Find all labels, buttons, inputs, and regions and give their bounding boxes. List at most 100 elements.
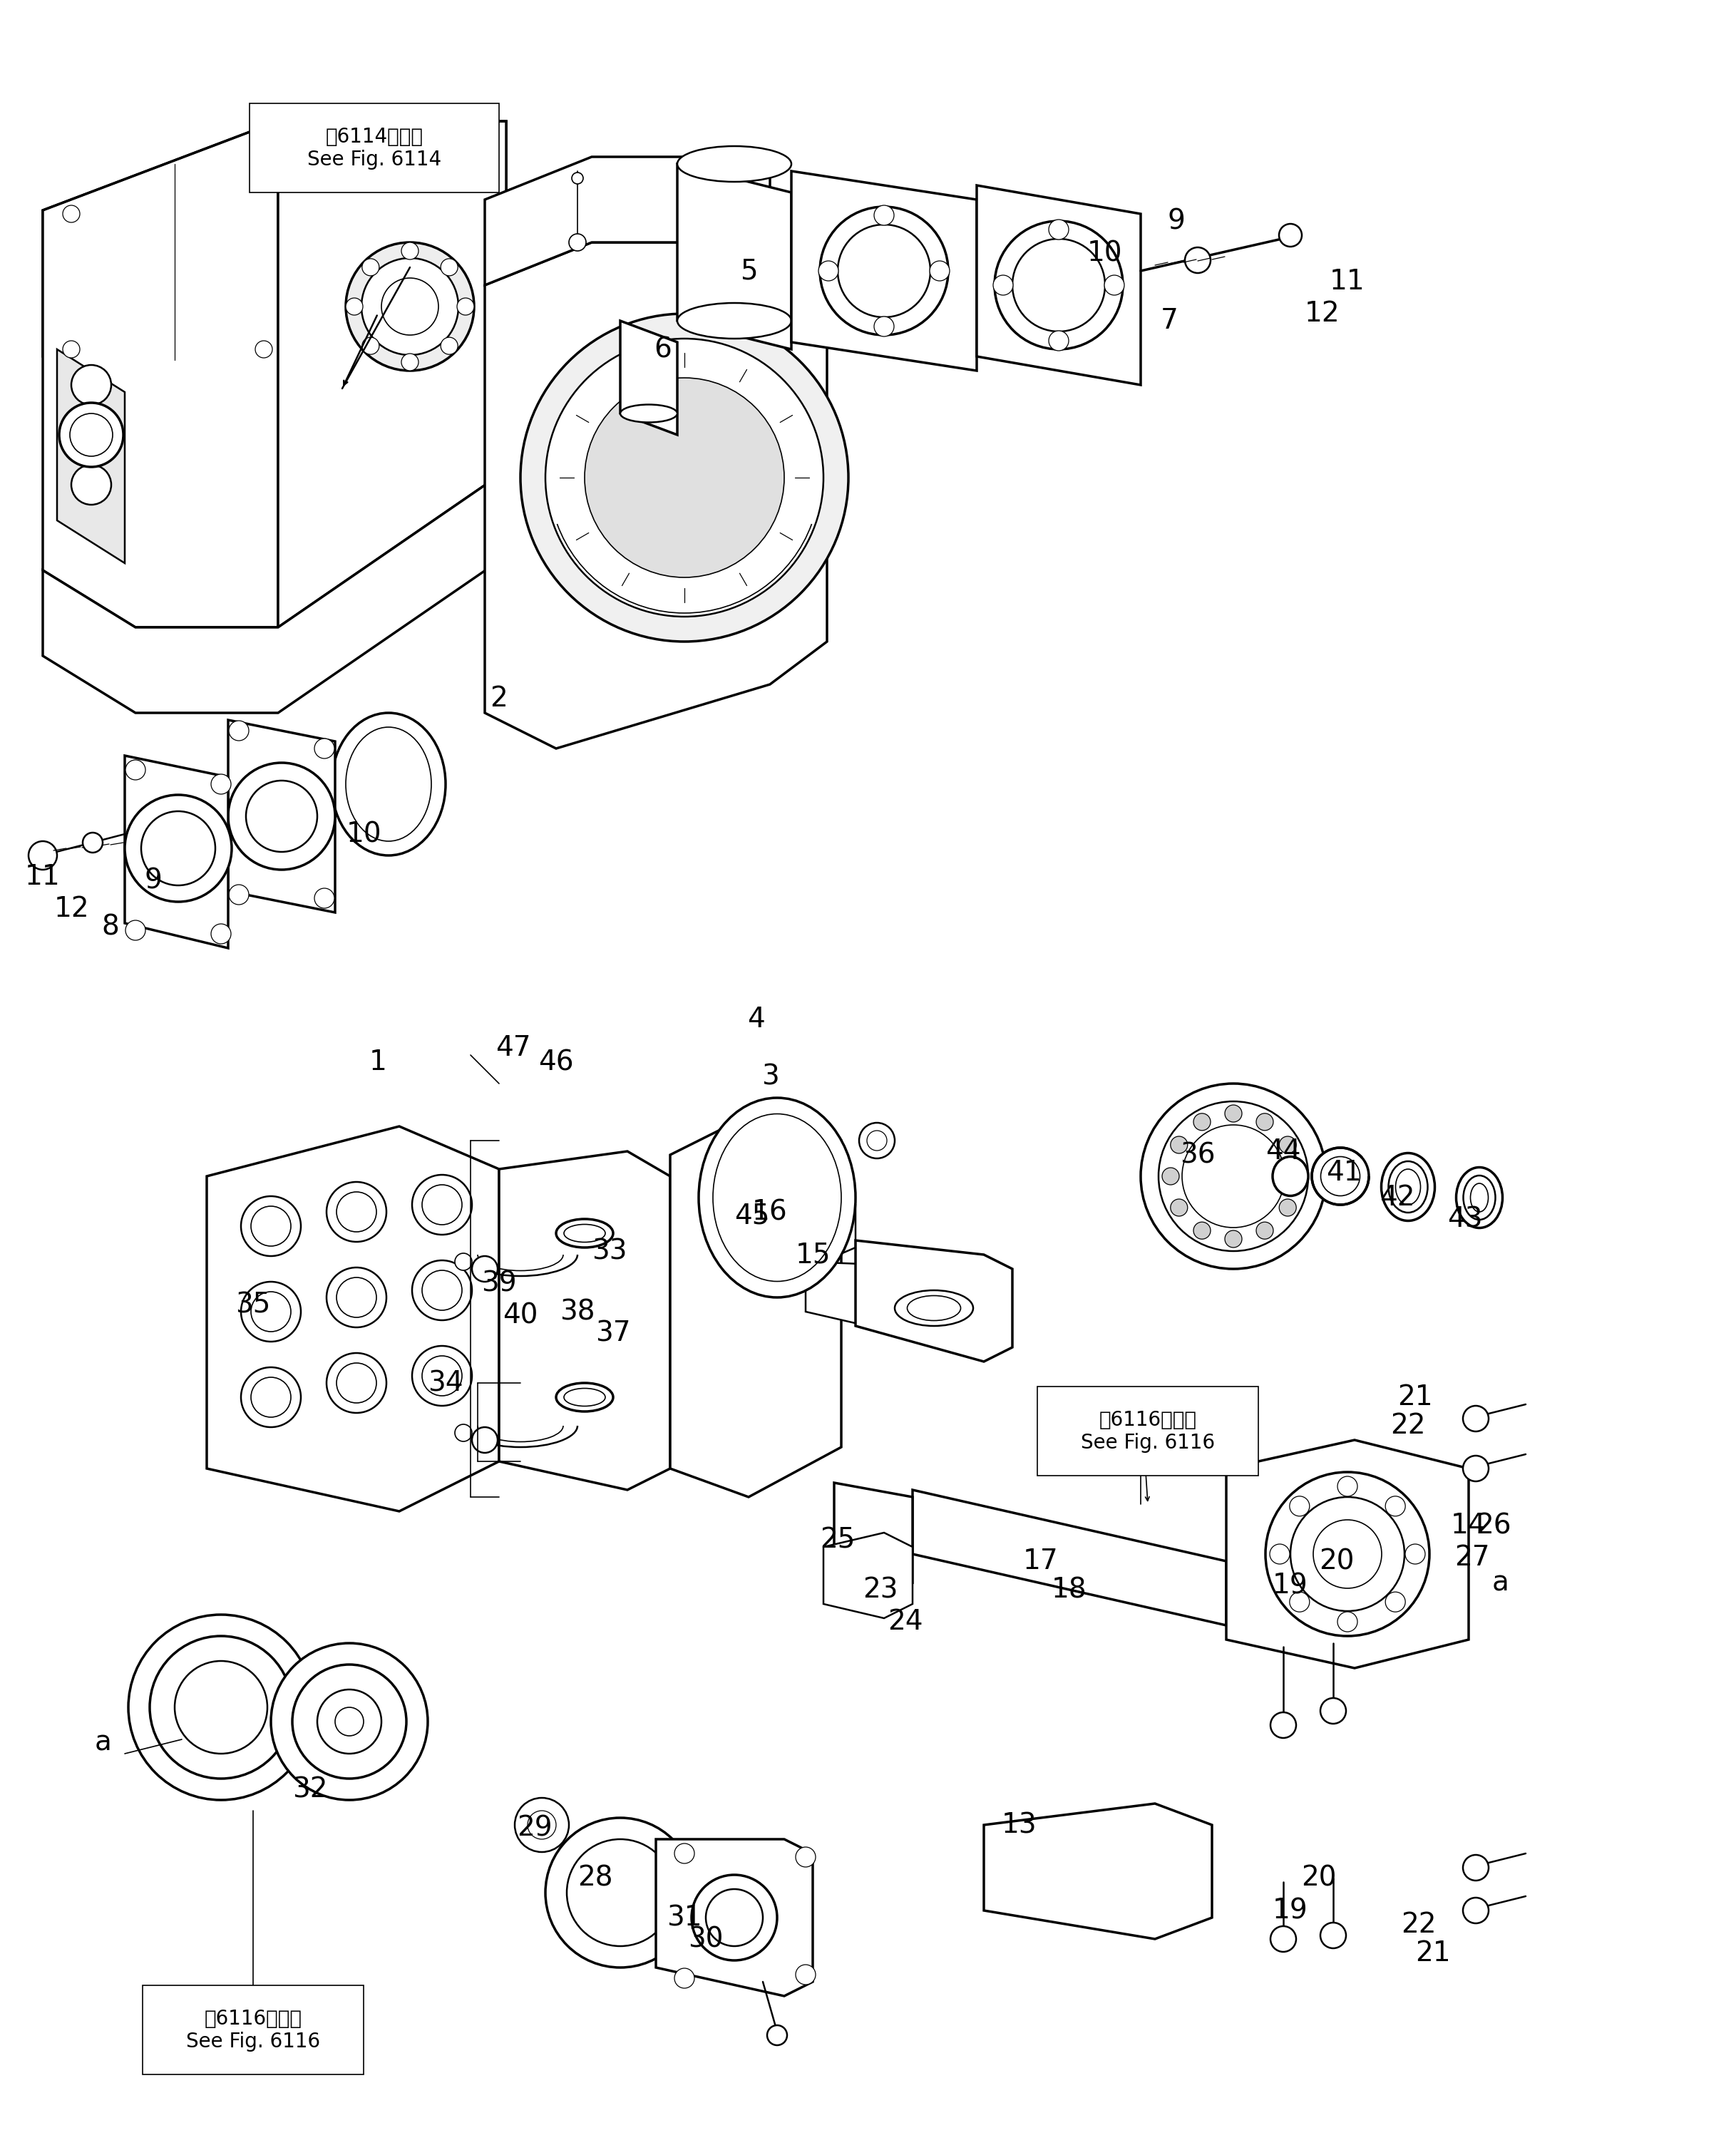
Circle shape: [472, 1256, 498, 1282]
Circle shape: [241, 1196, 300, 1256]
Polygon shape: [856, 1241, 1012, 1362]
Circle shape: [1463, 1899, 1488, 1922]
Text: 46: 46: [538, 1049, 575, 1075]
Text: 42: 42: [1380, 1183, 1415, 1211]
Text: 14: 14: [1451, 1513, 1486, 1539]
Text: 第6116図参照
See Fig. 6116: 第6116図参照 See Fig. 6116: [186, 2008, 319, 2052]
Circle shape: [795, 1965, 816, 1985]
Circle shape: [1385, 1593, 1406, 1612]
Circle shape: [873, 317, 894, 336]
Text: 30: 30: [687, 1924, 724, 1952]
Circle shape: [318, 1690, 382, 1754]
Circle shape: [1170, 1198, 1187, 1215]
Text: 11: 11: [24, 864, 61, 890]
Circle shape: [1170, 1136, 1187, 1153]
Circle shape: [241, 1282, 300, 1343]
Polygon shape: [984, 1804, 1212, 1939]
Ellipse shape: [677, 304, 792, 338]
Circle shape: [62, 205, 80, 222]
Circle shape: [422, 1355, 462, 1396]
Polygon shape: [748, 1190, 856, 1269]
Circle shape: [252, 1377, 292, 1418]
Polygon shape: [484, 241, 826, 748]
Circle shape: [995, 222, 1123, 349]
Circle shape: [361, 259, 458, 356]
Circle shape: [930, 261, 950, 280]
Circle shape: [1226, 1106, 1241, 1123]
Polygon shape: [913, 1489, 1226, 1625]
Polygon shape: [792, 170, 977, 371]
Polygon shape: [806, 1263, 920, 1334]
Ellipse shape: [698, 1097, 856, 1297]
Ellipse shape: [345, 726, 431, 840]
Circle shape: [859, 1123, 894, 1159]
Circle shape: [873, 205, 894, 226]
Ellipse shape: [556, 1220, 613, 1248]
Circle shape: [411, 1347, 472, 1405]
Ellipse shape: [332, 713, 446, 856]
Polygon shape: [977, 185, 1141, 386]
Circle shape: [545, 338, 823, 616]
Circle shape: [571, 172, 583, 183]
Text: 22: 22: [1401, 1911, 1436, 1937]
Ellipse shape: [1396, 1170, 1420, 1205]
Text: 34: 34: [429, 1368, 464, 1396]
Circle shape: [1463, 1855, 1488, 1881]
Circle shape: [255, 131, 273, 147]
Circle shape: [62, 340, 80, 358]
Text: 26: 26: [1476, 1513, 1512, 1539]
Circle shape: [767, 2026, 786, 2045]
Text: 19: 19: [1272, 1896, 1309, 1924]
FancyBboxPatch shape: [142, 1985, 363, 2075]
Circle shape: [422, 1269, 462, 1310]
Circle shape: [411, 1174, 472, 1235]
Circle shape: [292, 1664, 406, 1778]
Circle shape: [247, 780, 318, 851]
Circle shape: [175, 1662, 267, 1754]
Polygon shape: [227, 720, 335, 912]
Circle shape: [71, 465, 111, 504]
Polygon shape: [1226, 1440, 1469, 1668]
Polygon shape: [43, 121, 278, 627]
Circle shape: [314, 888, 335, 907]
Text: 17: 17: [1023, 1547, 1059, 1575]
Circle shape: [566, 1838, 674, 1946]
Text: 39: 39: [481, 1269, 517, 1297]
FancyBboxPatch shape: [250, 103, 498, 192]
Circle shape: [1463, 1405, 1488, 1431]
Circle shape: [472, 1427, 498, 1452]
Circle shape: [1279, 1136, 1297, 1153]
Circle shape: [455, 1424, 472, 1442]
Circle shape: [1049, 220, 1069, 239]
Text: 37: 37: [595, 1319, 630, 1347]
Circle shape: [1337, 1612, 1358, 1631]
Circle shape: [455, 1254, 472, 1269]
Circle shape: [83, 832, 102, 853]
Circle shape: [326, 1267, 387, 1327]
Circle shape: [1269, 1545, 1290, 1565]
Circle shape: [993, 276, 1014, 295]
Circle shape: [422, 1185, 462, 1224]
Text: 41: 41: [1326, 1159, 1361, 1185]
Text: 9: 9: [144, 866, 161, 894]
Circle shape: [335, 1707, 363, 1735]
Text: 28: 28: [578, 1864, 613, 1892]
Text: 47: 47: [495, 1034, 531, 1062]
Circle shape: [337, 1278, 377, 1317]
Circle shape: [1186, 248, 1210, 274]
Circle shape: [866, 1131, 887, 1151]
Circle shape: [411, 1261, 472, 1321]
Circle shape: [1271, 1713, 1297, 1737]
Ellipse shape: [894, 1291, 974, 1325]
Text: 29: 29: [517, 1815, 552, 1843]
Circle shape: [314, 739, 335, 759]
Text: 11: 11: [1330, 267, 1364, 295]
Circle shape: [1404, 1545, 1425, 1565]
Ellipse shape: [556, 1384, 613, 1412]
Text: 36: 36: [1180, 1142, 1215, 1168]
Polygon shape: [823, 1532, 913, 1618]
Circle shape: [1193, 1114, 1210, 1131]
Circle shape: [1312, 1519, 1382, 1588]
Polygon shape: [278, 121, 507, 627]
Polygon shape: [484, 157, 771, 284]
